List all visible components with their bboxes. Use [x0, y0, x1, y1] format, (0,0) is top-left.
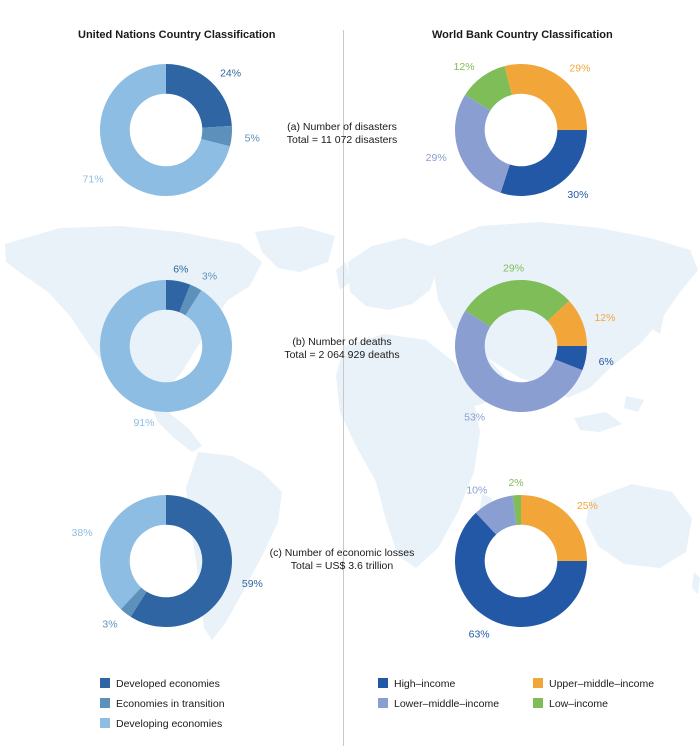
legend-swatch-high-income — [378, 678, 388, 688]
caption-disasters-title: (a) Number of disasters — [287, 121, 397, 133]
label-developing-economies: 91% — [133, 417, 154, 429]
caption-economic-losses-title: (c) Number of economic losses — [269, 547, 415, 559]
slice-lower-middle-income — [455, 94, 510, 193]
caption-disasters-total: Total = 11 072 disasters — [286, 134, 398, 146]
slice-lower-middle-income — [475, 495, 517, 535]
label-high-income: 63% — [469, 629, 490, 641]
legend-swatch-low-income — [533, 698, 543, 708]
label-lower-middle-income: 29% — [426, 152, 447, 164]
slice-low-income — [512, 495, 521, 525]
slice-developed-economies — [166, 280, 191, 313]
slice-economies-in-transition — [201, 125, 232, 147]
left-column-title: United Nations Country Classification — [78, 29, 276, 41]
legend-label-upper-middle-income: Upper–middle–income — [549, 678, 655, 690]
label-upper-middle-income: 29% — [569, 63, 590, 75]
legend-item-developing: Developing economies — [100, 717, 222, 731]
legend-swatch-developed — [100, 678, 110, 688]
label-developing-economies: 38% — [72, 527, 93, 539]
legend-label-high-income: High–income — [394, 678, 456, 690]
slice-developed-economies — [130, 495, 233, 627]
legend-swatch-lower-middle-income — [378, 698, 388, 708]
legend-label-developed: Developed economies — [116, 678, 220, 690]
slice-developed-economies — [166, 64, 232, 128]
label-high-income: 6% — [599, 356, 614, 368]
label-economies-in-transition: 3% — [102, 618, 117, 630]
donut-world-bank-c: 63% 10% 2% 25% — [455, 477, 598, 641]
label-low-income: 12% — [454, 61, 475, 73]
legend-item-low-income: Low–income — [533, 697, 608, 711]
label-low-income: 2% — [508, 477, 523, 489]
right-column-title: World Bank Country Classification — [432, 29, 613, 41]
label-upper-middle-income: 25% — [577, 500, 598, 512]
slice-lower-middle-income — [455, 310, 583, 412]
donut-world-bank-b: 6% 53% 29% 12% — [455, 262, 615, 423]
legend-swatch-upper-middle-income — [533, 678, 543, 688]
slice-developing-economies — [100, 495, 166, 610]
legend-label-developing: Developing economies — [116, 718, 223, 730]
legend-label-transition: Economies in transition — [116, 698, 225, 710]
label-economies-in-transition: 3% — [202, 271, 217, 283]
slice-low-income — [465, 279, 570, 327]
legend-item-upper-middle-income: Upper–middle–income — [533, 677, 654, 691]
donut-united-nations-b: 6% 3% 91% — [99, 263, 232, 429]
slice-upper-middle-income — [521, 495, 587, 561]
legend-label-lower-middle-income: Lower–middle–income — [394, 698, 500, 710]
label-developed-economies: 59% — [242, 578, 263, 590]
slice-high-income — [500, 130, 587, 196]
legend-swatch-developing — [100, 718, 110, 728]
slice-economies-in-transition — [120, 587, 147, 617]
column-divider — [343, 30, 344, 746]
legend-label-low-income: Low–income — [549, 698, 608, 710]
legend-item-developed: Developed economies — [100, 677, 220, 691]
legend-item-transition: Economies in transition — [100, 697, 225, 711]
label-economies-in-transition: 5% — [245, 132, 260, 144]
label-upper-middle-income: 12% — [594, 312, 615, 324]
donut-world-bank-a: 30% 29% 12% 29% — [426, 61, 591, 201]
label-developing-economies: 71% — [83, 173, 104, 185]
caption-economic-losses: (c) Number of economic losses Total = US… — [257, 547, 427, 573]
legend-item-high-income: High–income — [378, 677, 455, 691]
caption-disasters: (a) Number of disasters Total = 11 072 d… — [257, 121, 427, 147]
slice-low-income — [465, 66, 512, 111]
slice-high-income — [455, 512, 587, 627]
slice-upper-middle-income — [547, 300, 587, 346]
legend-item-lower-middle-income: Lower–middle–income — [378, 697, 499, 711]
label-lower-middle-income: 10% — [466, 485, 487, 497]
donut-united-nations-a: 24% 5% 71% — [83, 64, 260, 196]
caption-deaths: (b) Number of deaths Total = 2 064 929 d… — [257, 336, 427, 362]
donut-united-nations-c: 59% 3% 38% — [72, 495, 263, 630]
caption-deaths-total: Total = 2 064 929 deaths — [284, 349, 400, 361]
slice-economies-in-transition — [179, 284, 202, 316]
legend-swatch-transition — [100, 698, 110, 708]
caption-economic-losses-total: Total = US$ 3.6 trillion — [290, 560, 394, 572]
slice-high-income — [554, 346, 588, 371]
label-high-income: 30% — [567, 189, 588, 201]
slice-developing-economies — [99, 64, 230, 196]
caption-deaths-title: (b) Number of deaths — [292, 336, 392, 348]
slice-upper-middle-income — [504, 63, 587, 130]
label-low-income: 29% — [503, 262, 524, 274]
label-developed-economies: 24% — [220, 67, 241, 79]
slice-developing-economies — [99, 280, 232, 413]
label-developed-economies: 6% — [173, 263, 188, 275]
label-lower-middle-income: 53% — [464, 411, 485, 423]
